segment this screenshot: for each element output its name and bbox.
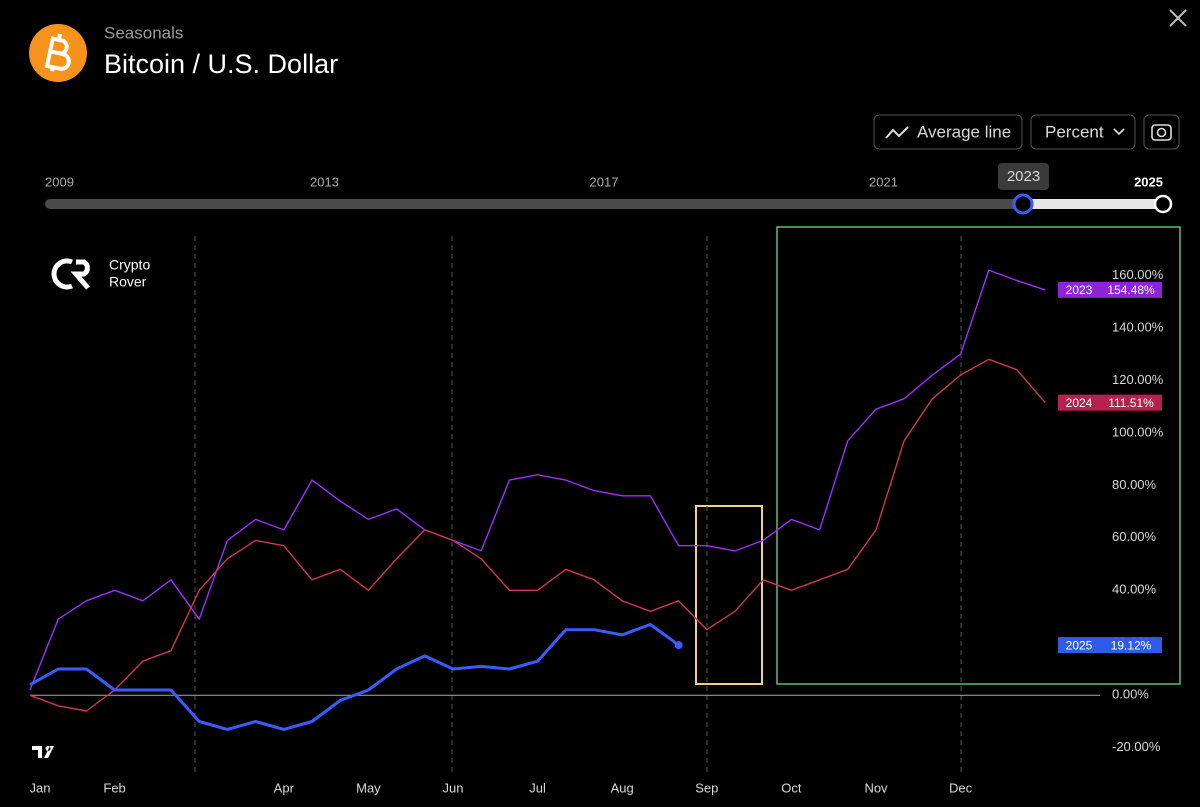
highlight-box: [776, 226, 1181, 685]
series-line: [29, 269, 1046, 691]
watermark-text: Rover: [109, 274, 147, 290]
value-tag: [1100, 281, 1162, 298]
title: Bitcoin / U.S. Dollar: [104, 49, 338, 79]
watermark-logo: [51, 258, 90, 290]
legend-label: 2025: [1066, 638, 1093, 652]
y-tick-label: 160.00%: [1112, 267, 1164, 282]
x-tick-label: Apr: [274, 780, 295, 795]
legend-tag: [1058, 281, 1100, 298]
x-tick-label: Nov: [864, 780, 888, 795]
legend-tag: [1058, 637, 1100, 654]
line-icon: [885, 126, 909, 139]
x-tick-label: Oct: [781, 780, 802, 795]
value-label: 111.51%: [1108, 396, 1154, 410]
slider-track[interactable]: [45, 199, 1163, 209]
camera-icon: [1151, 124, 1172, 141]
y-tick-label: 60.00%: [1112, 529, 1157, 544]
slider-year-label: 2021: [869, 174, 898, 189]
month-separators: [194, 236, 962, 774]
average-line-button[interactable]: [873, 114, 1023, 150]
percent-label: Percent: [1045, 122, 1104, 141]
legend-label: 2024: [1066, 396, 1093, 410]
y-tick-label: 100.00%: [1112, 424, 1164, 439]
slider-tooltip: [998, 163, 1049, 190]
y-tick-label: 0.00%: [1112, 687, 1149, 702]
y-tick-label: -20.00%: [1112, 739, 1161, 754]
y-tick-label: 140.00%: [1112, 319, 1164, 334]
y-tick-label: 80.00%: [1112, 477, 1157, 492]
slider-year-label: 2013: [310, 174, 339, 189]
x-tick-label: Jun: [443, 780, 464, 795]
value-label: 19.12%: [1111, 638, 1152, 652]
x-tick-label: May: [356, 780, 381, 795]
camera-lens: [1156, 127, 1167, 138]
legend-tag: [1058, 394, 1100, 411]
value-label: 154.48%: [1107, 283, 1155, 297]
snapshot-button[interactable]: [1143, 114, 1180, 150]
close-button[interactable]: [1169, 9, 1187, 27]
slider-handle[interactable]: [1153, 194, 1173, 214]
slider-year-label: 2017: [590, 174, 619, 189]
average-line-label: Average line: [917, 122, 1011, 141]
percent-button[interactable]: [1030, 114, 1136, 150]
x-tick-label: Jan: [30, 780, 51, 795]
end-dot: [674, 641, 683, 650]
watermark-text: Crypto: [109, 257, 150, 273]
series-line: [29, 358, 1046, 712]
x-tick-label: Sep: [695, 780, 718, 795]
slider-year-label: 2025: [1134, 174, 1163, 189]
legend-label: 2023: [1066, 283, 1093, 297]
series-line: [29, 622, 680, 731]
x-tick-label: Feb: [103, 780, 125, 795]
slider-range: [1023, 199, 1163, 209]
y-tick-label: 120.00%: [1112, 372, 1164, 387]
value-tag: [1100, 637, 1162, 654]
subtitle: Seasonals: [104, 23, 183, 42]
slider-handle[interactable]: [1012, 193, 1034, 215]
coin-glyph: [44, 33, 71, 72]
highlight-box: [695, 505, 763, 685]
slider-tooltip-label: 2023: [1007, 168, 1040, 185]
x-tick-label: Aug: [611, 780, 634, 795]
x-tick-label: Jul: [529, 780, 546, 795]
y-tick-label: 40.00%: [1112, 582, 1157, 597]
slider-year-label: 2009: [45, 174, 74, 189]
value-tag: [1100, 394, 1162, 411]
tradingview-logo: [32, 746, 54, 758]
dropdown-icon: [1113, 128, 1125, 136]
x-tick-label: Dec: [949, 780, 973, 795]
